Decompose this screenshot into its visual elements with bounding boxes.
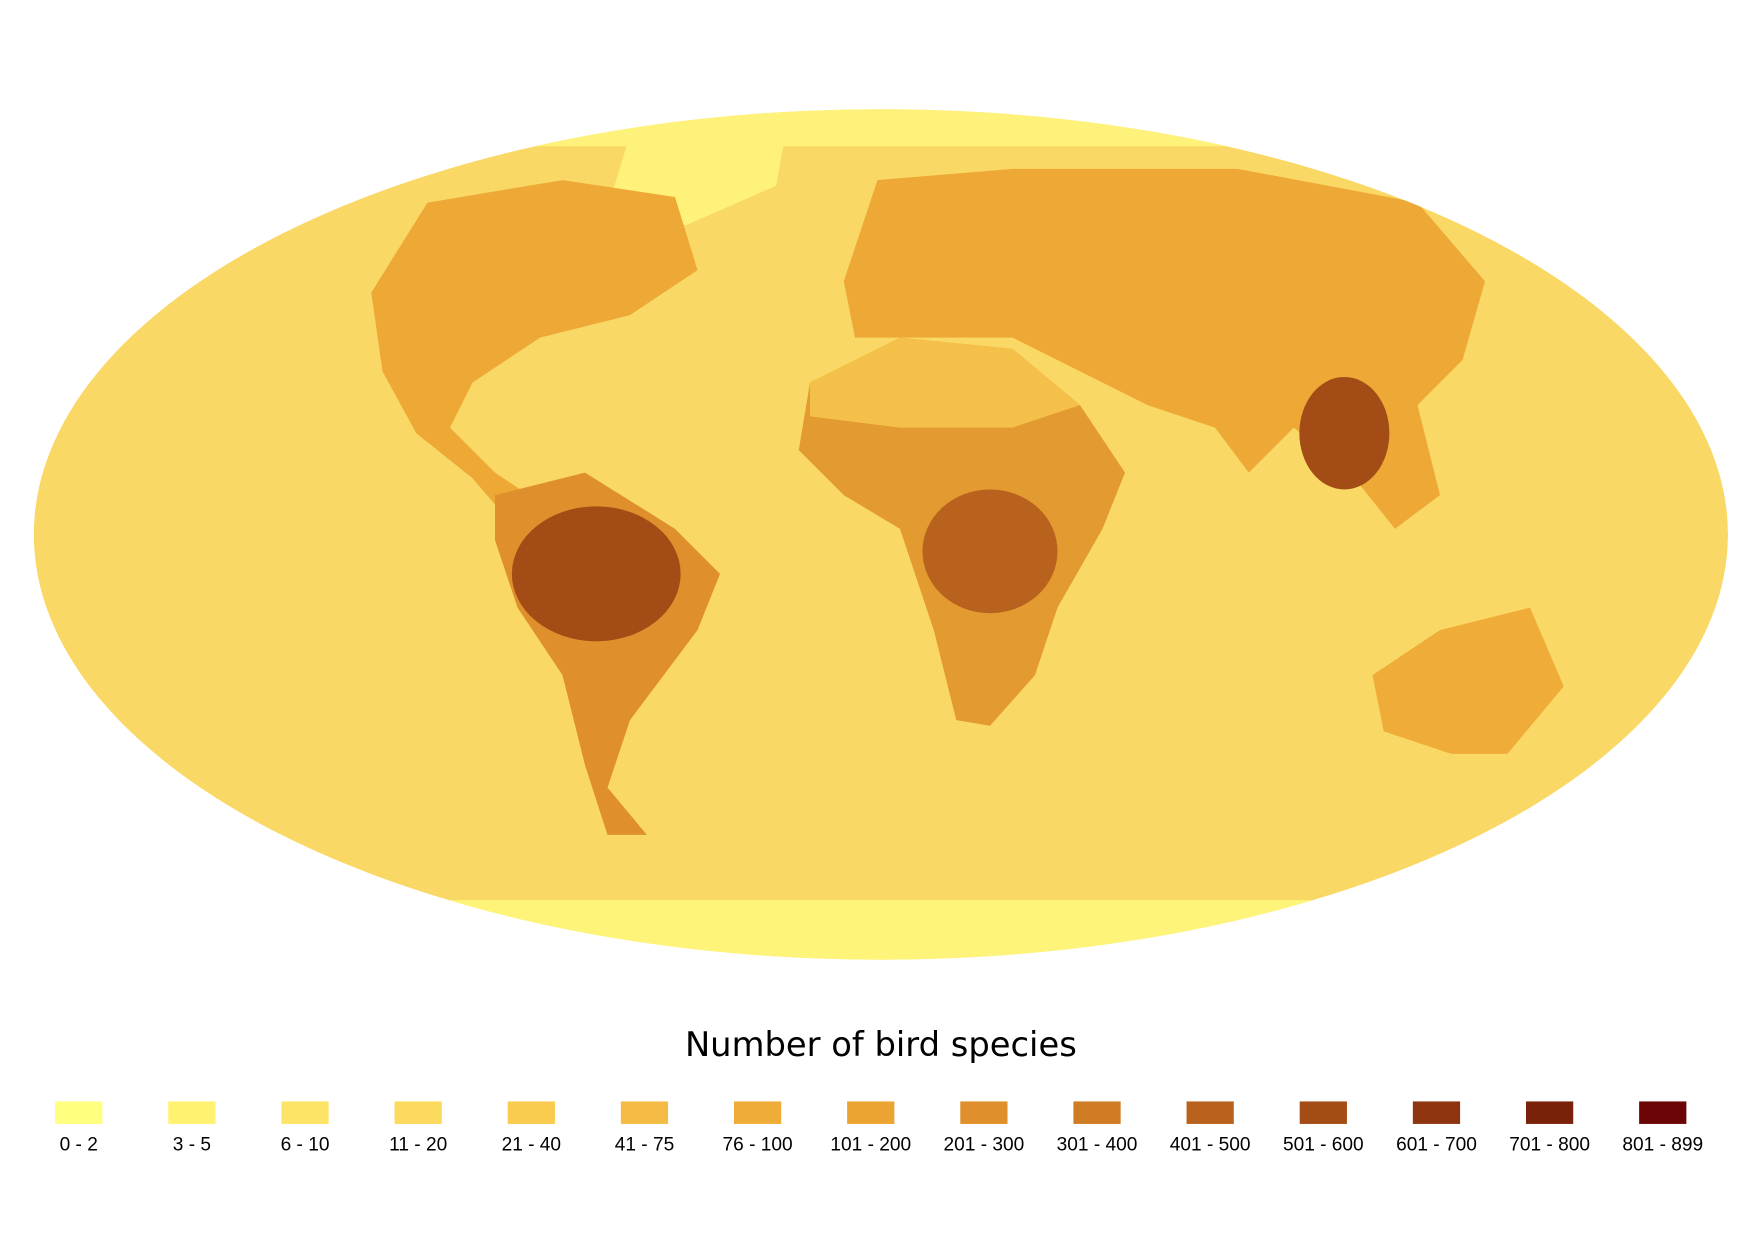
southeast-asia [1299,376,1390,490]
legend-swatch [168,1101,216,1124]
legend-swatch [1186,1101,1234,1124]
world-map [33,109,1728,960]
legend-swatch [394,1101,442,1124]
legend-swatch [620,1101,669,1124]
legend-label: 301 - 400 [1057,1134,1138,1155]
legend-label: 701 - 800 [1509,1134,1590,1155]
legend-swatch [55,1101,103,1124]
legend-label: 76 - 100 [723,1134,793,1155]
arctic [33,109,1728,147]
legend-label: 41 - 75 [615,1134,675,1155]
legend-label: 601 - 700 [1396,1134,1477,1155]
australia [1372,607,1564,754]
legend-swatch [1299,1101,1347,1124]
legend-label: 201 - 300 [944,1134,1025,1155]
legend-swatch [847,1101,895,1124]
legend-label: 501 - 600 [1283,1134,1364,1155]
legend-swatch [1412,1101,1461,1124]
legend-swatch [960,1101,1008,1124]
legend-swatch [1525,1101,1574,1124]
legend-label: 0 - 2 [60,1134,98,1155]
legend: 0 - 2 3 - 5 6 - 10 11 - 20 21 - 40 41 - 75 76 … [55,1101,1703,1155]
legend-swatch [507,1101,555,1124]
legend-swatch [733,1101,782,1124]
legend-swatch [1639,1101,1687,1124]
north-america [371,180,698,518]
legend-label: 401 - 500 [1170,1134,1251,1155]
legend-swatch [1073,1101,1121,1124]
legend-swatch [281,1101,329,1124]
legend-label: 21 - 40 [502,1134,562,1155]
legend-label: 6 - 10 [281,1134,330,1155]
legend-label: 3 - 5 [173,1134,211,1155]
legend-label: 11 - 20 [389,1134,447,1155]
antarctica [33,900,1728,960]
central-africa [922,489,1058,614]
legend-label: 101 - 200 [830,1134,911,1155]
sahara [810,337,1080,428]
legend-label: 801 - 899 [1622,1134,1703,1155]
amazon [511,506,681,642]
legend-title: Number of bird species [685,1025,1077,1064]
